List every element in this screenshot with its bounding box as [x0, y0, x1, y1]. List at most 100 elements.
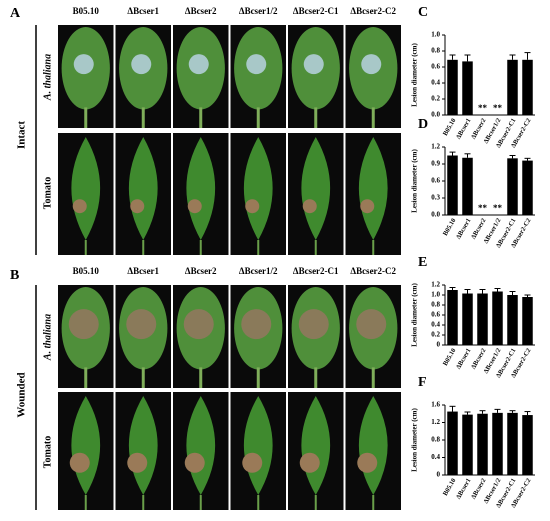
leaf — [186, 137, 216, 240]
panel-label: A — [10, 6, 21, 21]
bar — [492, 412, 503, 475]
row-label: Tomato — [42, 436, 53, 468]
y-tick-label: 1.2 — [431, 143, 440, 151]
lesion — [299, 452, 320, 473]
y-axis-label: Lesion diameter (cm) — [411, 283, 419, 347]
bar — [522, 59, 533, 115]
bar — [462, 414, 473, 475]
y-tick-label: 0.3 — [431, 194, 440, 202]
bar — [447, 155, 458, 215]
y-tick-label: 1.6 — [431, 401, 440, 409]
annotation: ** — [478, 103, 488, 113]
y-tick-label: 0.0 — [431, 211, 440, 219]
leaf — [128, 137, 158, 240]
column-label: ΔBcser1/2 — [239, 266, 278, 276]
lesion — [303, 54, 324, 75]
bar — [477, 413, 488, 475]
panel-label: C — [418, 5, 428, 20]
y-tick-label: 0.4 — [431, 453, 440, 461]
lesion — [361, 54, 382, 75]
bar — [492, 291, 503, 345]
x-tick-label: B05.10 — [442, 477, 458, 497]
column-label: ΔBcser2-C1 — [293, 6, 339, 16]
y-tick-label: 0 — [437, 471, 441, 479]
y-tick-label: 1.2 — [431, 418, 440, 426]
y-tick-label: 1.2 — [431, 281, 440, 289]
y-tick-label: 0.0 — [431, 111, 440, 119]
leaf — [71, 137, 101, 240]
y-tick-label: 0 — [437, 341, 441, 349]
bar — [477, 293, 488, 345]
condition-label: Wounded — [16, 372, 28, 417]
lesion — [356, 309, 387, 340]
bar — [522, 297, 533, 345]
panel-label: B — [10, 268, 19, 283]
bar — [507, 295, 518, 345]
row-label: A. thaliana — [42, 54, 53, 101]
lesion — [245, 199, 260, 214]
bar — [462, 61, 473, 115]
bar — [447, 290, 458, 345]
y-tick-label: 0.2 — [431, 331, 440, 339]
bar — [447, 411, 458, 475]
leaf — [243, 137, 273, 240]
bar — [462, 293, 473, 345]
column-label: ΔBcser2 — [185, 6, 217, 16]
lesion — [127, 452, 148, 473]
lesion — [360, 199, 375, 214]
y-tick-label: 0.8 — [431, 301, 440, 309]
row-label: A. thaliana — [42, 314, 53, 361]
column-label: B05.10 — [73, 6, 100, 16]
y-tick-label: 0.8 — [431, 436, 440, 444]
lesion — [184, 452, 205, 473]
annotation: ** — [478, 203, 488, 213]
lesion — [241, 309, 272, 340]
y-tick-label: 0.4 — [431, 321, 440, 329]
column-label: ΔBcser1 — [127, 266, 159, 276]
panel-label: E — [418, 255, 427, 270]
lesion — [302, 199, 317, 214]
lesion — [357, 452, 378, 473]
x-tick-label: B05.10 — [442, 217, 458, 237]
lesion — [73, 54, 94, 75]
column-label: ΔBcser1 — [127, 6, 159, 16]
lesion — [298, 309, 329, 340]
bar — [507, 158, 518, 215]
column-label: ΔBcser2-C2 — [350, 6, 396, 16]
annotation: ** — [493, 103, 503, 113]
y-tick-label: 0.6 — [431, 63, 440, 71]
lesion — [130, 199, 145, 214]
lesion — [126, 309, 157, 340]
lesion — [72, 199, 87, 214]
lesion — [188, 54, 209, 75]
y-tick-label: 1.0 — [431, 291, 440, 299]
lesion — [68, 309, 99, 340]
panel-label: D — [418, 117, 428, 132]
column-label: ΔBcser2-C2 — [350, 266, 396, 276]
column-label: ΔBcser2 — [185, 266, 217, 276]
lesion — [69, 452, 90, 473]
column-label: ΔBcser2-C1 — [293, 266, 339, 276]
y-tick-label: 0.8 — [431, 47, 440, 55]
lesion — [183, 309, 214, 340]
panel-label: F — [418, 375, 427, 390]
bar — [507, 412, 518, 475]
row-label: Tomato — [42, 177, 53, 209]
lesion — [246, 54, 267, 75]
y-tick-label: 0.4 — [431, 79, 440, 87]
bar — [507, 59, 518, 115]
leaf — [358, 137, 388, 240]
bar — [522, 415, 533, 475]
lesion — [187, 199, 202, 214]
x-tick-label: B05.10 — [442, 347, 458, 367]
y-axis-label: Lesion diameter (cm) — [411, 149, 419, 213]
bar — [462, 157, 473, 215]
y-tick-label: 0.6 — [431, 177, 440, 185]
bar — [447, 59, 458, 115]
column-label: ΔBcser1/2 — [239, 6, 278, 16]
y-tick-label: 0.2 — [431, 95, 440, 103]
y-tick-label: 0.6 — [431, 311, 440, 319]
bar — [522, 160, 533, 215]
y-axis-label: Lesion diameter (cm) — [411, 43, 419, 107]
